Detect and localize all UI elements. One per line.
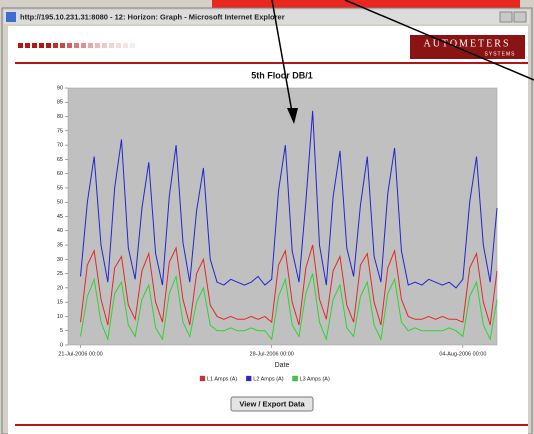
logo-sub: SYSTEMS bbox=[485, 51, 516, 57]
y-tick-label: 80 bbox=[57, 114, 63, 120]
x-tick-label: 04-Aug-2006 00:00 bbox=[439, 351, 486, 357]
series-line bbox=[80, 273, 498, 342]
y-tick-label: 10 bbox=[57, 314, 63, 320]
y-tick-label: 90 bbox=[57, 85, 63, 91]
y-tick-label: 70 bbox=[57, 143, 63, 149]
legend-label: L2 Amps (A) bbox=[253, 376, 283, 382]
y-tick-label: 55 bbox=[57, 185, 63, 191]
minimize-button[interactable] bbox=[499, 11, 513, 23]
y-tick-label: 45 bbox=[57, 214, 63, 220]
x-axis-label: Date bbox=[275, 362, 290, 369]
x-tick-label: 21-Jul-2006 00:00 bbox=[58, 351, 102, 357]
export-button[interactable] bbox=[230, 396, 314, 412]
legend-label: L3 Amps (A) bbox=[300, 376, 330, 382]
ie-icon bbox=[6, 12, 16, 22]
y-tick-label: 0 bbox=[60, 342, 63, 348]
y-tick-label: 30 bbox=[57, 257, 63, 263]
legend-label: L1 Amps (A) bbox=[207, 376, 237, 382]
export-button-label[interactable]: View / Export Data bbox=[239, 399, 305, 408]
y-tick-label: 25 bbox=[57, 271, 63, 277]
logo: AUTOMETERS bbox=[423, 38, 510, 49]
y-tick-label: 40 bbox=[57, 228, 63, 234]
logo-box bbox=[410, 35, 525, 59]
y-tick-label: 20 bbox=[57, 285, 63, 291]
series-line bbox=[80, 244, 498, 326]
window-title: http://195.10.231.31:8080 - 12: Horizon:… bbox=[20, 12, 285, 21]
plot-area bbox=[67, 87, 498, 346]
y-tick-label: 50 bbox=[57, 200, 63, 206]
close-button[interactable] bbox=[513, 11, 527, 23]
slide-strip bbox=[212, 0, 520, 8]
series-line bbox=[80, 110, 498, 289]
y-tick-label: 85 bbox=[57, 100, 63, 106]
legend-swatch bbox=[246, 375, 252, 382]
y-tick-label: 5 bbox=[60, 328, 63, 334]
y-tick-label: 75 bbox=[57, 128, 63, 134]
y-tick-label: 60 bbox=[57, 171, 63, 177]
x-tick-label: 28-Jul-2006 00:00 bbox=[250, 351, 294, 357]
header-squares bbox=[18, 43, 135, 48]
y-tick-label: 65 bbox=[57, 157, 63, 163]
y-tick-label: 35 bbox=[57, 243, 63, 249]
header-rule bbox=[15, 62, 528, 64]
title-bar bbox=[4, 10, 530, 24]
legend-swatch bbox=[292, 375, 298, 382]
chart-title: 5th Floor DB/1 bbox=[251, 70, 313, 80]
annotation-arrows bbox=[271, 0, 534, 124]
footer-rule bbox=[15, 424, 528, 426]
legend-swatch bbox=[199, 375, 206, 382]
y-tick-label: 15 bbox=[57, 300, 63, 306]
